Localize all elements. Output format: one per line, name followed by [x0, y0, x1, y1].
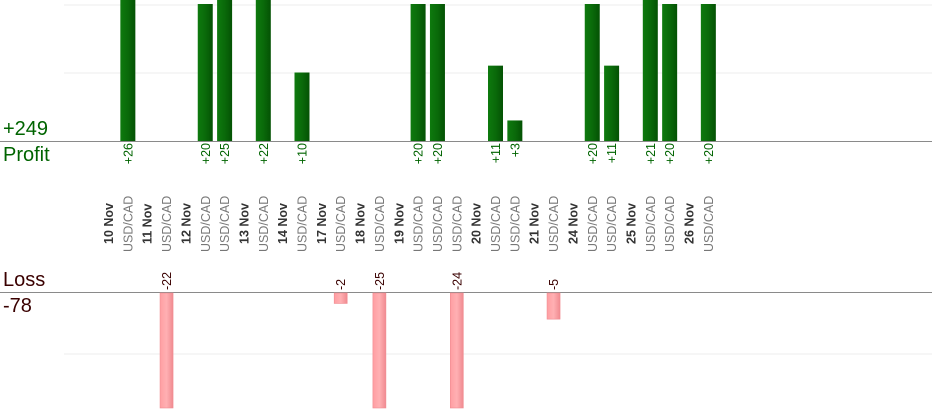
pair-label: USD/CAD [373, 196, 387, 252]
profit-value-label: +21 [644, 143, 658, 164]
date-label: 10 Nov [102, 203, 116, 244]
pair-label: USD/CAD [644, 196, 658, 252]
loss-bar [159, 292, 174, 409]
profit-value-label: +11 [605, 143, 619, 163]
loss-total: -78 [3, 295, 32, 317]
date-label: 14 Nov [276, 203, 290, 244]
pair-label: USD/CAD [450, 196, 464, 252]
profit-total: +249 [3, 118, 49, 140]
loss-bar [546, 292, 561, 320]
pair-label: USD/CAD [218, 196, 232, 252]
date-label: 20 Nov [470, 203, 484, 244]
loss-bar [449, 292, 464, 409]
pair-label: USD/CAD [586, 196, 600, 252]
profit-bar [642, 0, 658, 141]
loss-bar [372, 292, 387, 409]
profit-bar [294, 72, 310, 141]
profit-value-label: +11 [489, 143, 503, 163]
profit-label: Profit [3, 144, 50, 166]
date-label: 12 Nov [179, 203, 193, 244]
date-label: 17 Nov [315, 203, 329, 244]
profit-bar [197, 4, 213, 141]
profit-value-label: +26 [121, 143, 135, 164]
pair-label: USD/CAD [508, 196, 522, 252]
profit-bar [700, 4, 716, 141]
loss-value-label: -2 [334, 279, 348, 290]
profit-value-label: +20 [663, 143, 677, 164]
pair-label: USD/CAD [412, 196, 426, 252]
profit-value-label: +25 [218, 143, 232, 164]
profit-bar [488, 65, 503, 141]
loss-value-label: -25 [373, 272, 387, 290]
date-label: 26 Nov [683, 203, 697, 244]
date-label: 19 Nov [392, 203, 406, 244]
profit-value-label: +20 [586, 143, 600, 164]
pair-label: USD/CAD [489, 196, 503, 252]
loss-bar [333, 292, 348, 304]
date-label: 24 Nov [566, 203, 580, 244]
pair-label: USD/CAD [334, 196, 348, 252]
date-label: 13 Nov [237, 203, 251, 244]
pair-label: USD/CAD [257, 196, 271, 252]
profit-value-label: +20 [199, 143, 213, 164]
profit-bar [662, 4, 678, 141]
profit-bar [120, 0, 136, 141]
date-label: 21 Nov [528, 203, 542, 244]
pair-label: USD/CAD [702, 196, 716, 252]
pair-label: USD/CAD [431, 196, 445, 252]
profit-bar [217, 0, 233, 141]
pair-label: USD/CAD [605, 196, 619, 252]
pair-label: USD/CAD [547, 196, 561, 252]
pair-label: USD/CAD [160, 196, 174, 252]
pair-label: USD/CAD [663, 196, 677, 252]
profit-value-label: +20 [412, 143, 426, 164]
pair-label: USD/CAD [296, 196, 310, 252]
date-label: 25 Nov [624, 203, 638, 244]
profit-value-label: +22 [257, 143, 271, 164]
profit-bar [429, 4, 445, 141]
profit-bar [410, 4, 426, 141]
profit-bar [604, 65, 620, 141]
profit-value-label: +20 [431, 143, 445, 164]
loss-value-label: -22 [160, 272, 174, 290]
loss-value-label: -5 [547, 279, 561, 290]
profit-value-label: +20 [702, 143, 716, 164]
profit-bar [255, 0, 271, 141]
pair-label: USD/CAD [199, 196, 213, 252]
date-label: 11 Nov [141, 204, 155, 244]
profit-bar [584, 4, 600, 141]
profit-value-label: +3 [508, 143, 522, 157]
profit-bar [507, 120, 523, 141]
date-label: 18 Nov [354, 203, 368, 244]
pair-label: USD/CAD [121, 196, 135, 252]
profit-value-label: +10 [296, 143, 310, 164]
loss-label: Loss [3, 269, 46, 291]
loss-value-label: -24 [450, 272, 464, 290]
